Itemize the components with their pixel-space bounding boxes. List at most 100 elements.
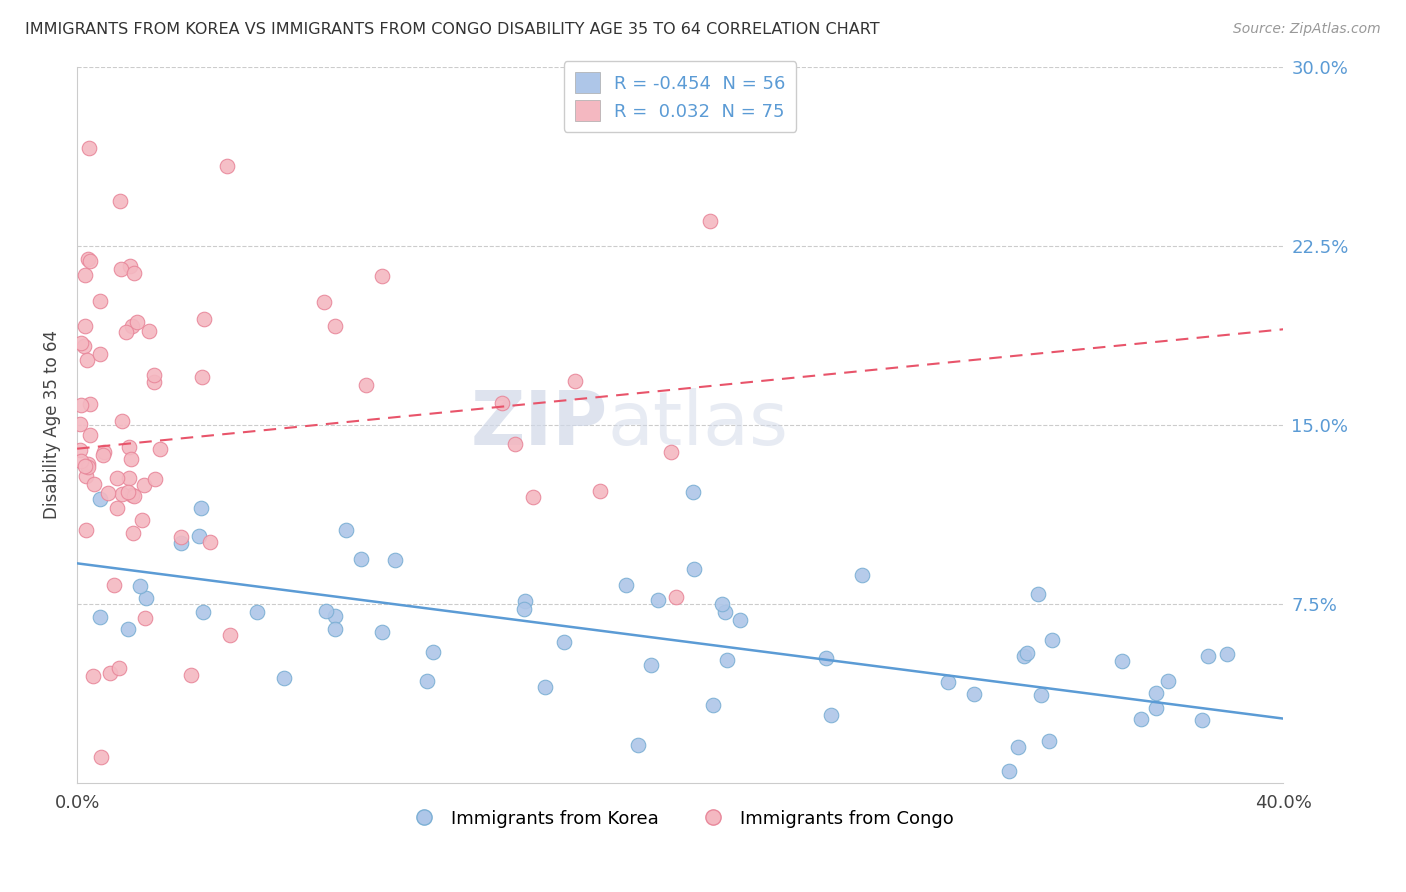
Point	[135, 591, 157, 606]
Point	[503, 437, 526, 451]
Point	[1026, 587, 1049, 601]
Point	[93, 444, 115, 458]
Point	[75, 468, 97, 483]
Point	[422, 645, 444, 659]
Point	[118, 471, 141, 485]
Point	[589, 484, 612, 499]
Point	[89, 347, 111, 361]
Point	[191, 605, 214, 619]
Point	[513, 601, 536, 615]
Point	[76, 523, 98, 537]
Point	[132, 478, 155, 492]
Point	[121, 319, 143, 334]
Point	[323, 622, 346, 636]
Point	[640, 658, 662, 673]
Point	[513, 594, 536, 608]
Point	[110, 261, 132, 276]
Point	[89, 294, 111, 309]
Point	[180, 668, 202, 682]
Point	[114, 325, 136, 339]
Point	[998, 764, 1021, 778]
Point	[75, 268, 97, 283]
Text: ZIP: ZIP	[471, 388, 607, 461]
Point	[710, 597, 733, 611]
Point	[76, 459, 98, 474]
Point	[105, 471, 128, 485]
Point	[564, 374, 586, 388]
Point	[91, 448, 114, 462]
Point	[1130, 712, 1153, 726]
Point	[814, 651, 837, 665]
Point	[79, 253, 101, 268]
Point	[190, 500, 212, 515]
Point	[149, 442, 172, 456]
Point	[143, 375, 166, 389]
Point	[121, 525, 143, 540]
Point	[143, 472, 166, 486]
Point	[79, 428, 101, 442]
Point	[76, 457, 98, 471]
Point	[77, 252, 100, 266]
Point	[553, 635, 575, 649]
Point	[1191, 713, 1213, 727]
Point	[665, 591, 688, 605]
Point	[97, 485, 120, 500]
Point	[105, 500, 128, 515]
Point	[522, 490, 544, 504]
Point	[118, 259, 141, 273]
Point	[371, 268, 394, 283]
Point	[170, 536, 193, 550]
Point	[122, 266, 145, 280]
Point	[70, 454, 93, 468]
Text: IMMIGRANTS FROM KOREA VS IMMIGRANTS FROM CONGO DISABILITY AGE 35 TO 64 CORRELATI: IMMIGRANTS FROM KOREA VS IMMIGRANTS FROM…	[25, 22, 880, 37]
Point	[350, 552, 373, 566]
Point	[69, 398, 91, 412]
Point	[714, 605, 737, 619]
Point	[121, 488, 143, 502]
Point	[273, 671, 295, 685]
Point	[73, 319, 96, 334]
Point	[315, 604, 337, 618]
Point	[77, 140, 100, 154]
Point	[73, 459, 96, 474]
Point	[314, 294, 336, 309]
Point	[246, 605, 269, 619]
Point	[107, 661, 129, 675]
Point	[534, 680, 557, 694]
Point	[963, 687, 986, 701]
Point	[1038, 734, 1060, 748]
Point	[659, 445, 682, 459]
Y-axis label: Disability Age 35 to 64: Disability Age 35 to 64	[44, 330, 60, 519]
Point	[682, 562, 704, 576]
Point	[111, 414, 134, 428]
Point	[1216, 648, 1239, 662]
Point	[851, 568, 873, 582]
Point	[384, 553, 406, 567]
Point	[323, 609, 346, 624]
Point	[699, 214, 721, 228]
Point	[193, 311, 215, 326]
Point	[129, 579, 152, 593]
Point	[1017, 646, 1039, 660]
Point	[98, 665, 121, 680]
Point	[215, 159, 238, 173]
Point	[188, 529, 211, 543]
Point	[69, 417, 91, 432]
Point	[1197, 648, 1219, 663]
Point	[1040, 632, 1063, 647]
Point	[200, 535, 222, 549]
Point	[83, 477, 105, 491]
Point	[1157, 674, 1180, 689]
Point	[69, 442, 91, 457]
Point	[627, 739, 650, 753]
Point	[170, 531, 193, 545]
Point	[131, 513, 153, 527]
Point	[702, 698, 724, 712]
Point	[728, 613, 751, 627]
Point	[614, 578, 637, 592]
Point	[491, 396, 513, 410]
Point	[1029, 688, 1052, 702]
Point	[134, 610, 156, 624]
Point	[1007, 740, 1029, 755]
Point	[716, 653, 738, 667]
